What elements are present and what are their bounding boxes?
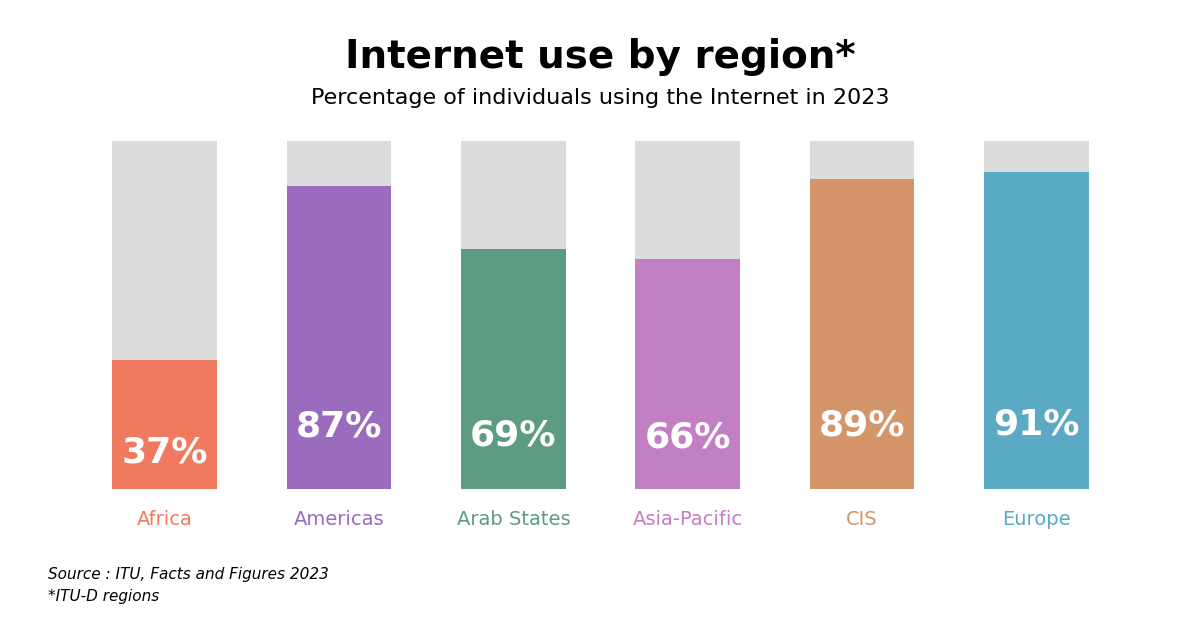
Text: CIS: CIS bbox=[847, 509, 878, 528]
Text: 37%: 37% bbox=[121, 435, 208, 469]
Bar bbox=[287, 141, 392, 489]
Text: Africa: Africa bbox=[137, 509, 192, 528]
Bar bbox=[113, 141, 217, 489]
Text: 89%: 89% bbox=[819, 408, 906, 442]
Bar bbox=[984, 141, 1088, 489]
Text: Internet use by region*: Internet use by region* bbox=[345, 38, 856, 75]
Bar bbox=[113, 360, 217, 489]
Text: 69%: 69% bbox=[470, 419, 556, 453]
Text: Europe: Europe bbox=[1002, 509, 1070, 528]
Text: 87%: 87% bbox=[295, 409, 382, 443]
Text: Percentage of individuals using the Internet in 2023: Percentage of individuals using the Inte… bbox=[311, 88, 890, 108]
Bar bbox=[809, 179, 914, 489]
Text: *ITU-D regions: *ITU-D regions bbox=[48, 589, 160, 604]
Bar bbox=[809, 141, 914, 489]
Bar bbox=[635, 259, 740, 489]
Text: Source : ITU, Facts and Figures 2023: Source : ITU, Facts and Figures 2023 bbox=[48, 567, 329, 582]
Bar bbox=[984, 172, 1088, 489]
Text: Asia-Pacific: Asia-Pacific bbox=[633, 509, 742, 528]
Bar bbox=[461, 141, 566, 489]
Text: Arab States: Arab States bbox=[456, 509, 570, 528]
Bar bbox=[461, 249, 566, 489]
Bar bbox=[287, 186, 392, 489]
Text: 91%: 91% bbox=[993, 408, 1080, 442]
Text: 66%: 66% bbox=[645, 420, 731, 454]
Bar bbox=[635, 141, 740, 489]
Text: Americas: Americas bbox=[294, 509, 384, 528]
